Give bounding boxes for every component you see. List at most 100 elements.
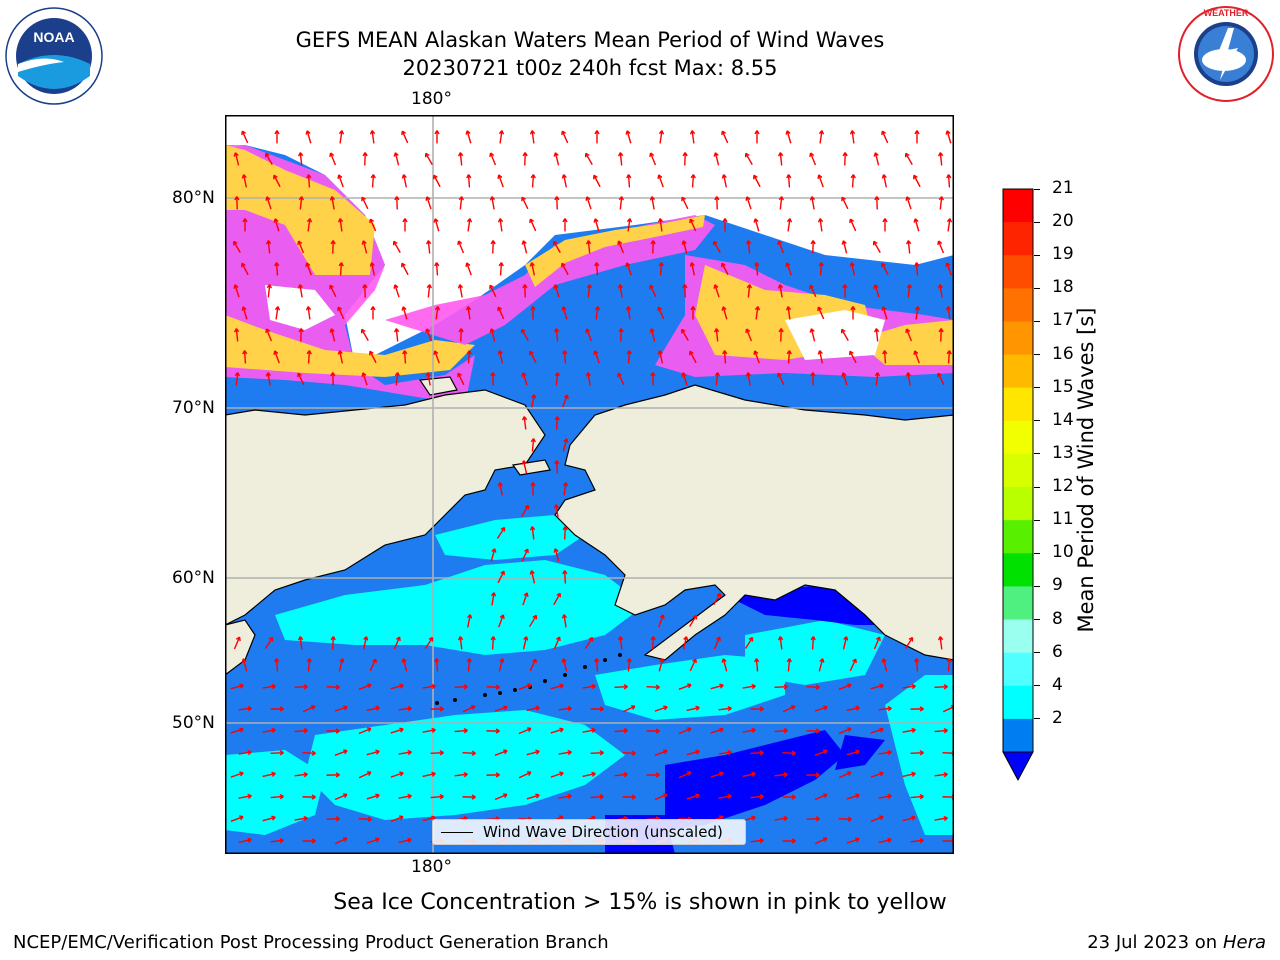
- legend-text: Wind Wave Direction (unscaled): [483, 823, 723, 841]
- wave-direction-arrowhead: [530, 482, 536, 487]
- wave-direction-arrowhead: [905, 240, 912, 245]
- wave-direction-arrow: [846, 794, 860, 800]
- wave-direction-arrow: [750, 795, 764, 799]
- wave-direction-arrowhead: [553, 284, 559, 289]
- wave-direction-arrow: [498, 658, 504, 672]
- wave-direction-arrowhead: [783, 684, 788, 690]
- wave-direction-arrowhead: [523, 636, 529, 641]
- wave-direction-arrow: [947, 218, 951, 232]
- wave-direction-arrowhead: [521, 416, 528, 421]
- wave-direction-arrow: [553, 241, 561, 253]
- wave-direction-arrowhead: [683, 636, 689, 641]
- wave-direction-arrowhead: [626, 658, 632, 663]
- wave-direction-arrowhead: [360, 328, 366, 334]
- sea-ice-west-yellow: [225, 145, 375, 275]
- wave-direction-arrow: [657, 306, 665, 320]
- wave-direction-arrow: [425, 153, 433, 165]
- run-date-text: 23 Jul 2023 on: [1087, 932, 1223, 953]
- wave-direction-arrow: [689, 615, 697, 627]
- wave-direction-arrowhead: [783, 728, 788, 734]
- wave-direction-arrow: [490, 328, 496, 342]
- wave-direction-arrow: [878, 751, 892, 755]
- wave-direction-arrowhead: [362, 152, 368, 157]
- wave-direction-arrow: [595, 306, 599, 320]
- wave-direction-arrowhead: [841, 196, 846, 202]
- wave-direction-arrowhead: [424, 152, 430, 158]
- wave-direction-arrowhead: [434, 130, 440, 135]
- wave-direction-arrowhead: [631, 794, 636, 800]
- wave-direction-arrow: [554, 152, 560, 166]
- wave-direction-arrowhead: [719, 771, 724, 777]
- wave-direction-arrowhead: [500, 526, 506, 532]
- wave-direction-arrowhead: [297, 372, 302, 378]
- wave-direction-arrowhead: [497, 174, 503, 179]
- wave-direction-arrowhead: [553, 152, 559, 157]
- wave-direction-arrowhead: [754, 262, 760, 267]
- wave-direction-arrow: [242, 658, 248, 672]
- wave-direction-arrow: [582, 685, 596, 689]
- wave-direction-arrowhead: [273, 174, 278, 180]
- wave-direction-arrow: [627, 350, 631, 364]
- wave-direction-arrowhead: [495, 684, 500, 690]
- wave-direction-arrowhead: [279, 750, 284, 756]
- wave-direction-arrow: [686, 750, 700, 756]
- svg-text:NOAA: NOAA: [33, 29, 74, 45]
- colorbar-tick-label: 4: [1052, 674, 1063, 695]
- wave-direction-arrow: [338, 350, 344, 364]
- wave-direction-arrow: [881, 130, 889, 144]
- wave-direction-arrow: [242, 306, 248, 320]
- wave-direction-arrowhead: [521, 460, 527, 465]
- wave-direction-arrowhead: [919, 794, 924, 800]
- wave-direction-arrowhead: [945, 130, 951, 135]
- wave-direction-arrow: [787, 306, 791, 320]
- wave-direction-arrowhead: [722, 350, 728, 355]
- wave-direction-arrowhead: [751, 727, 756, 733]
- wave-direction-arrow: [274, 350, 280, 364]
- wave-direction-arrow: [814, 750, 828, 756]
- wave-direction-arrow: [531, 438, 535, 452]
- wave-direction-arrowhead: [754, 658, 760, 663]
- wave-direction-arrow: [682, 636, 688, 650]
- wave-direction-arrow: [329, 284, 337, 298]
- wave-direction-arrowhead: [241, 658, 247, 663]
- wave-direction-arrowhead: [562, 526, 568, 531]
- wave-direction-arrowhead: [361, 240, 367, 245]
- wave-direction-arrow: [755, 262, 759, 276]
- wave-direction-arrowhead: [434, 306, 441, 311]
- wave-direction-arrow: [658, 350, 664, 364]
- wave-direction-arrowhead: [680, 328, 686, 334]
- wave-direction-arrow: [230, 728, 244, 734]
- wave-direction-arrowhead: [457, 284, 464, 289]
- wave-direction-arrowhead: [335, 728, 340, 734]
- wave-direction-arrowhead: [594, 262, 600, 267]
- wave-direction-arrow: [806, 685, 820, 689]
- wave-direction-arrowhead: [305, 306, 312, 311]
- wave-direction-arrowhead: [527, 683, 532, 689]
- wave-direction-arrow: [947, 658, 951, 672]
- wave-direction-arrowhead: [599, 750, 604, 756]
- wave-direction-arrow: [710, 684, 724, 690]
- wave-direction-arrowhead: [914, 306, 921, 311]
- wave-direction-arrowhead: [567, 705, 572, 712]
- wave-direction-arrowhead: [809, 328, 815, 333]
- wave-direction-arrow: [562, 394, 568, 408]
- wave-direction-arrow: [394, 152, 400, 166]
- wave-direction-arrowhead: [744, 152, 750, 158]
- wave-direction-arrowhead: [777, 636, 784, 641]
- wave-direction-arrow: [326, 817, 340, 821]
- wave-direction-arrow: [275, 658, 279, 672]
- wave-direction-arrow: [654, 706, 668, 712]
- wave-direction-arrow: [334, 793, 348, 801]
- colorbar-tick-label: 19: [1052, 244, 1074, 265]
- wave-direction-arrowhead: [335, 772, 340, 778]
- wave-direction-arrow: [594, 218, 600, 232]
- wave-direction-arrowhead: [658, 262, 664, 267]
- wave-direction-arrow: [594, 350, 600, 364]
- wave-direction-arrowhead: [500, 570, 505, 576]
- wave-direction-arrow: [299, 636, 303, 650]
- no-data-region: [225, 115, 954, 365]
- wave-direction-arrowhead: [919, 706, 924, 712]
- wave-direction-arrow: [489, 152, 497, 166]
- wave-direction-arrow: [393, 636, 401, 650]
- wave-direction-arrowhead: [913, 218, 919, 223]
